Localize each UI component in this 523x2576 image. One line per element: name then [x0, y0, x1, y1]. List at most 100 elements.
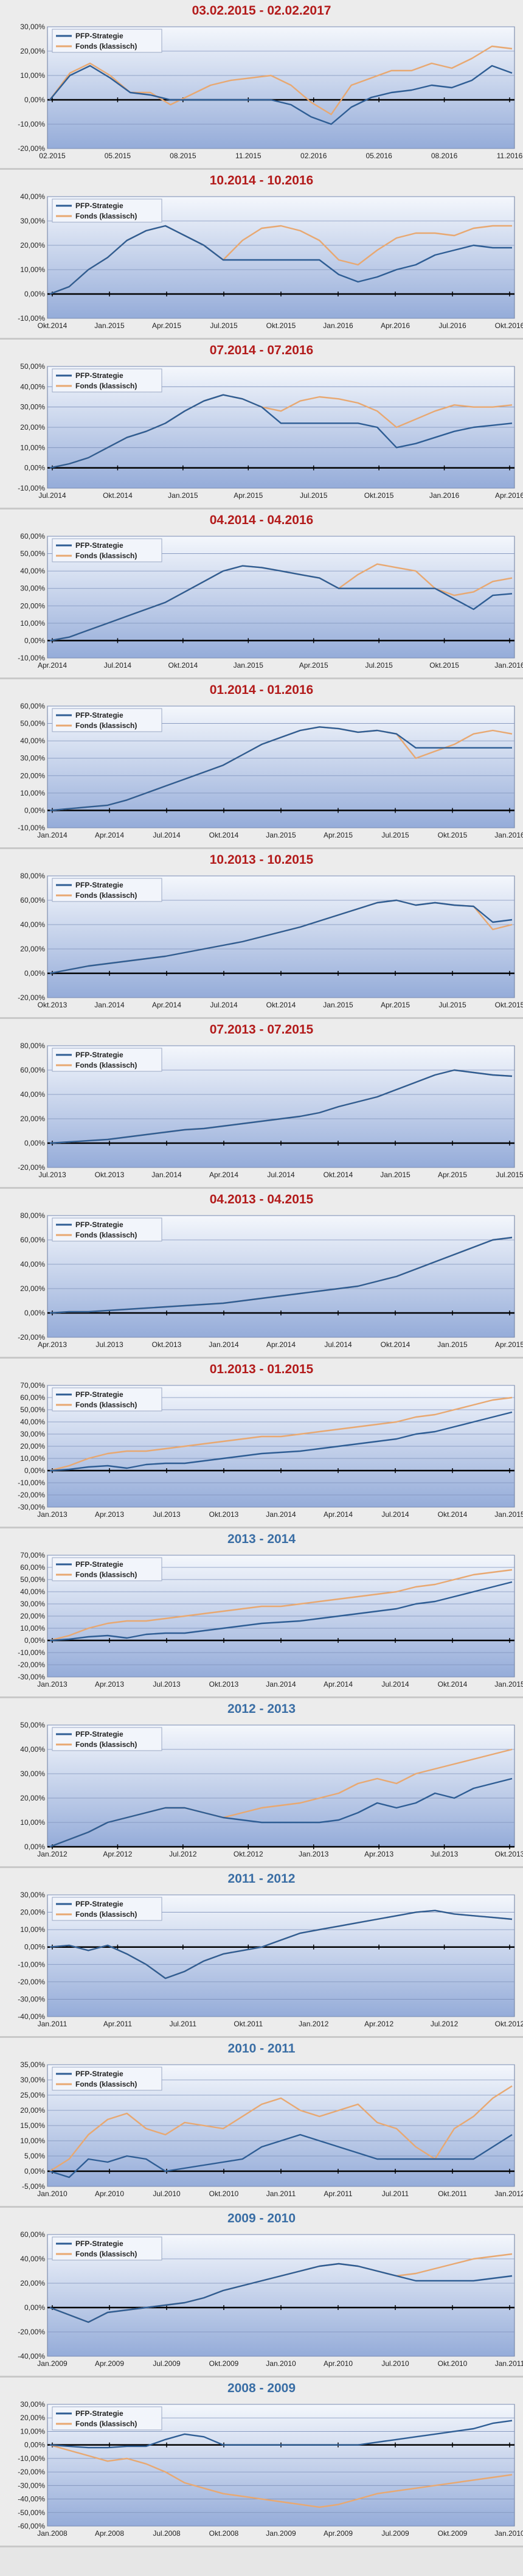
legend-label: Fonds (klassisch): [75, 721, 137, 730]
x-tick-label: Jan.2012: [494, 2189, 523, 2198]
chart-panel: 2009 - 2010 60,00% 40,00% 20,00% 0,00% -20,00…: [0, 2208, 523, 2378]
chart-title: 10.2013 - 10.2015: [209, 853, 314, 867]
line-chart: 40,00%30,00%20,00%10,00%0,00%-10,00%Okt.…: [18, 192, 523, 330]
x-tick-label: Jul.2015: [381, 831, 409, 839]
x-tick-label: Apr.2013: [95, 1510, 124, 1519]
y-tick-label: 10,00%: [20, 2427, 45, 2435]
legend: PFP-Strategie Fonds (klassisch): [52, 198, 162, 223]
y-tick-label: -50,00%: [18, 2508, 45, 2517]
x-tick-label: Apr.2014: [324, 1680, 353, 1689]
y-tick-label: 40,00%: [20, 382, 45, 391]
legend-label: Fonds (klassisch): [75, 2420, 137, 2428]
legend-label: Fonds (klassisch): [75, 551, 137, 560]
y-tick-label: 0,00%: [24, 1139, 45, 1147]
legend: PFP-Strategie Fonds (klassisch): [52, 1048, 162, 1072]
x-tick-label: Okt.2014: [168, 661, 198, 670]
x-tick-label: Apr.2012: [364, 2020, 393, 2028]
series-line-strategy: [49, 2133, 513, 2179]
y-tick-label: 0,00%: [24, 1309, 45, 1317]
y-tick-label: 30,00%: [20, 754, 45, 763]
legend-label: PFP-Strategie: [75, 711, 123, 719]
legend-label: Fonds (klassisch): [75, 1231, 137, 1239]
y-tick-label: 20,00%: [20, 47, 45, 55]
y-tick-label: -20,00%: [18, 2468, 45, 2476]
x-tick-label: 08.2016: [431, 152, 458, 160]
x-tick-label: Jan.2015: [437, 1340, 468, 1349]
x-tick-label: Jul.2016: [438, 321, 466, 330]
x-tick-label: Apr.2010: [95, 2189, 124, 2198]
y-tick-label: 70,00%: [20, 1381, 45, 1390]
x-tick-label: Apr.2014: [266, 1340, 296, 1349]
y-tick-label: -20,00%: [18, 1661, 45, 1669]
chart-title: 03.02.2015 - 02.02.2017: [192, 4, 331, 18]
series-line-strategy: [49, 1777, 513, 1848]
y-tick-label: 0,00%: [24, 290, 45, 298]
y-tick-label: 10,00%: [20, 1818, 45, 1827]
y-tick-label: 0,00%: [24, 806, 45, 814]
x-tick-label: Apr.2015: [381, 1001, 410, 1009]
y-tick-label: 0,00%: [24, 969, 45, 978]
y-tick-label: -20,00%: [18, 993, 45, 1002]
x-tick-label: Jul.2014: [210, 1001, 238, 1009]
y-tick-label: 30,00%: [20, 584, 45, 593]
y-tick-label: -40,00%: [18, 2012, 45, 2021]
series-line-strategy: [49, 1411, 513, 1472]
x-tick-label: Apr.2009: [324, 2529, 353, 2538]
x-tick-label: Okt.2009: [209, 2359, 239, 2368]
x-tick-label: Jan.2015: [234, 661, 264, 670]
x-tick-label: Okt.2014: [266, 1001, 296, 1009]
x-tick-label: Okt.2012: [495, 2020, 523, 2028]
y-tick-label: -10,00%: [18, 1648, 45, 1657]
line-chart: 80,00%60,00%40,00%20,00%0,00%-20,00%Okt.…: [18, 872, 523, 1009]
series-line-strategy: [49, 1581, 513, 1642]
y-tick-label: -30,00%: [18, 1503, 45, 1511]
legend: PFP-Strategie Fonds (klassisch): [52, 878, 162, 902]
y-tick-label: 20,00%: [20, 771, 45, 780]
y-tick-label: 50,00%: [20, 550, 45, 558]
y-tick-label: 70,00%: [20, 1551, 45, 1559]
x-tick-label: Jul.2010: [381, 2359, 409, 2368]
x-tick-label: Jul.2013: [95, 1340, 123, 1349]
y-tick-label: 10,00%: [20, 1624, 45, 1633]
series-line-strategy: [49, 225, 512, 295]
chart-title: 2009 - 2010: [227, 2211, 296, 2225]
chart-panel: 01.2013 - 01.2015 70,00% 60,00% 50,00% 40,00…: [0, 1359, 523, 1528]
y-tick-label: 40,00%: [20, 192, 45, 201]
series-line-strategy: [49, 565, 513, 642]
x-tick-label: Jan.2014: [94, 1001, 125, 1009]
legend-box: [52, 1727, 162, 1751]
y-tick-label: 20,00%: [20, 2106, 45, 2115]
line-chart: 30,00% 20,00% 10,00% 0,00% -10,00% -20,00% -30…: [18, 1891, 523, 2028]
x-tick-label: Jan.2015: [380, 1171, 410, 1179]
x-tick-label: Okt.2015: [438, 831, 468, 839]
legend: PFP-Strategie Fonds (klassisch): [52, 1217, 162, 1242]
y-tick-label: -10,00%: [18, 1479, 45, 1487]
y-tick-label: 50,00%: [20, 719, 45, 728]
y-tick-label: 60,00%: [20, 1563, 45, 1572]
x-tick-label: Apr.2016: [495, 491, 523, 500]
y-tick-label: 10,00%: [20, 789, 45, 797]
legend: PFP-Strategie Fonds (klassisch): [52, 2067, 162, 2091]
x-tick-label: Okt.2015: [266, 321, 296, 330]
chart-panel: 2011 - 2012 30,00% 20,00% 10,00% 0,00% -10,00…: [0, 1868, 523, 2038]
chart-title: 2008 - 2009: [227, 2381, 296, 2395]
y-tick-label: 60,00%: [20, 1236, 45, 1244]
legend-label: PFP-Strategie: [75, 2239, 123, 2248]
legend: PFP-Strategie Fonds (klassisch): [52, 368, 162, 393]
x-tick-label: Okt.2014: [38, 321, 68, 330]
y-tick-label: -20,00%: [18, 144, 45, 153]
legend-box: [52, 878, 162, 902]
x-tick-label: Apr.2009: [95, 2359, 124, 2368]
legend: PFP-Strategie Fonds (klassisch): [52, 29, 162, 53]
y-tick-label: 30,00%: [20, 1430, 45, 1438]
legend-label: Fonds (klassisch): [75, 1910, 137, 1919]
legend-label: PFP-Strategie: [75, 1220, 123, 1229]
legend-label: PFP-Strategie: [75, 1900, 123, 1908]
x-tick-label: Apr.2014: [209, 1171, 238, 1179]
legend-label: Fonds (klassisch): [75, 42, 137, 51]
legend-label: Fonds (klassisch): [75, 1401, 137, 1409]
series-line-fund: [49, 1569, 513, 1642]
legend-label: PFP-Strategie: [75, 1560, 123, 1569]
x-tick-label: Jul.2015: [210, 321, 238, 330]
y-tick-label: 5,00%: [24, 2152, 45, 2160]
